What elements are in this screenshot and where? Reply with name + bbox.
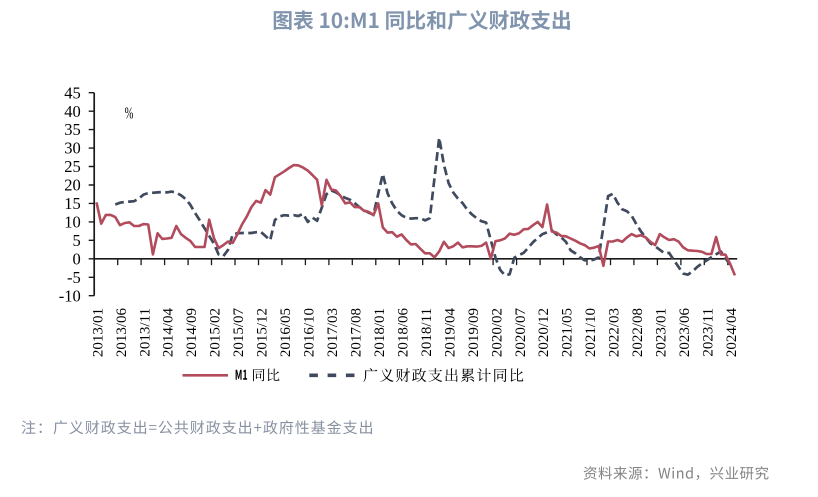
svg-text:0: 0 [73, 249, 81, 268]
svg-text:2014/04: 2014/04 [161, 308, 177, 358]
svg-text:2014/09: 2014/09 [184, 308, 200, 357]
svg-text:2017/08: 2017/08 [349, 308, 365, 357]
svg-text:2016/05: 2016/05 [278, 308, 294, 357]
svg-text:2020/07: 2020/07 [513, 308, 529, 358]
svg-text:15: 15 [64, 194, 81, 213]
svg-text:40: 40 [64, 102, 81, 121]
svg-text:2021/05: 2021/05 [560, 308, 576, 357]
svg-text:2021/10: 2021/10 [583, 308, 599, 357]
svg-text:2020/02: 2020/02 [489, 308, 505, 357]
svg-text:2017/03: 2017/03 [325, 308, 341, 357]
svg-text:%: % [125, 104, 134, 123]
svg-text:2018/06: 2018/06 [395, 308, 411, 358]
svg-text:2023/01: 2023/01 [654, 308, 670, 357]
svg-text:2013/11: 2013/11 [137, 308, 153, 357]
svg-text:2016/10: 2016/10 [302, 308, 318, 357]
svg-text:2013/06: 2013/06 [114, 308, 130, 358]
svg-text:2023/11: 2023/11 [701, 308, 717, 357]
svg-text:30: 30 [64, 139, 81, 158]
svg-text:25: 25 [64, 157, 81, 176]
svg-text:2018/11: 2018/11 [419, 308, 435, 357]
svg-text:-5: -5 [67, 268, 81, 287]
svg-text:2024/04: 2024/04 [724, 308, 740, 358]
svg-text:2020/12: 2020/12 [536, 308, 552, 357]
svg-text:2019/09: 2019/09 [466, 308, 482, 357]
svg-text:5: 5 [73, 231, 81, 250]
svg-text:2023/06: 2023/06 [677, 308, 693, 358]
svg-text:2018/01: 2018/01 [372, 308, 388, 357]
svg-text:2015/12: 2015/12 [255, 308, 271, 357]
svg-text:2015/07: 2015/07 [231, 308, 247, 358]
svg-text:2022/03: 2022/03 [607, 308, 623, 357]
svg-text:20: 20 [64, 176, 81, 195]
svg-text:-10: -10 [59, 286, 81, 305]
svg-text:10: 10 [64, 213, 81, 232]
svg-text:2015/02: 2015/02 [208, 308, 224, 357]
svg-text:2019/04: 2019/04 [442, 308, 458, 358]
svg-text:35: 35 [64, 120, 81, 139]
svg-text:45: 45 [64, 83, 81, 102]
svg-text:2013/01: 2013/01 [90, 308, 106, 357]
svg-text:2022/08: 2022/08 [630, 308, 646, 357]
